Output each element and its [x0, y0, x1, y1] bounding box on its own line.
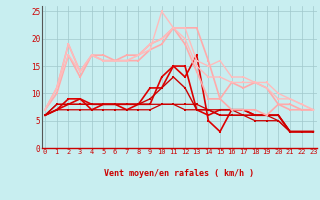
X-axis label: Vent moyen/en rafales ( km/h ): Vent moyen/en rafales ( km/h ) [104, 169, 254, 178]
